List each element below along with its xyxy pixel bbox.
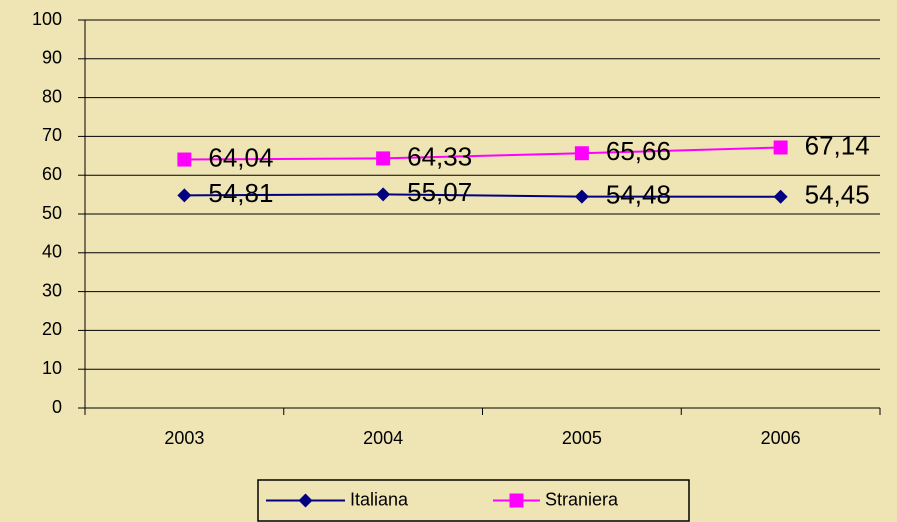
data-label: 55,07	[407, 177, 472, 207]
y-tick-label: 0	[52, 397, 62, 417]
x-tick-label: 2006	[761, 428, 801, 448]
y-tick-label: 60	[42, 164, 62, 184]
marker	[509, 493, 524, 508]
data-label: 54,45	[805, 180, 870, 210]
marker	[773, 140, 788, 155]
y-tick-label: 20	[42, 319, 62, 339]
marker	[177, 188, 192, 203]
data-label: 64,33	[407, 141, 472, 171]
marker	[177, 152, 192, 167]
y-tick-label: 70	[42, 125, 62, 145]
y-tick-label: 40	[42, 242, 62, 262]
legend-label: Straniera	[545, 489, 619, 509]
y-tick-label: 80	[42, 86, 62, 106]
data-label: 67,14	[805, 130, 870, 160]
data-label: 64,04	[208, 142, 273, 172]
data-label: 54,81	[208, 178, 273, 208]
x-tick-label: 2003	[164, 428, 204, 448]
marker	[298, 493, 313, 508]
marker	[574, 189, 589, 204]
marker	[376, 151, 391, 166]
y-tick-label: 10	[42, 358, 62, 378]
x-tick-label: 2005	[562, 428, 602, 448]
data-label: 54,48	[606, 179, 671, 209]
x-tick-label: 2004	[363, 428, 403, 448]
marker	[773, 189, 788, 204]
y-tick-label: 90	[42, 48, 62, 68]
data-label: 65,66	[606, 136, 671, 166]
series-line	[184, 146, 781, 161]
marker	[376, 187, 391, 202]
legend-box	[257, 479, 690, 522]
legend-label: Italiana	[350, 489, 409, 509]
series-line	[184, 193, 781, 198]
y-tick-label: 30	[42, 280, 62, 300]
y-tick-label: 50	[42, 203, 62, 223]
marker	[574, 146, 589, 161]
y-tick-label: 100	[32, 9, 62, 29]
